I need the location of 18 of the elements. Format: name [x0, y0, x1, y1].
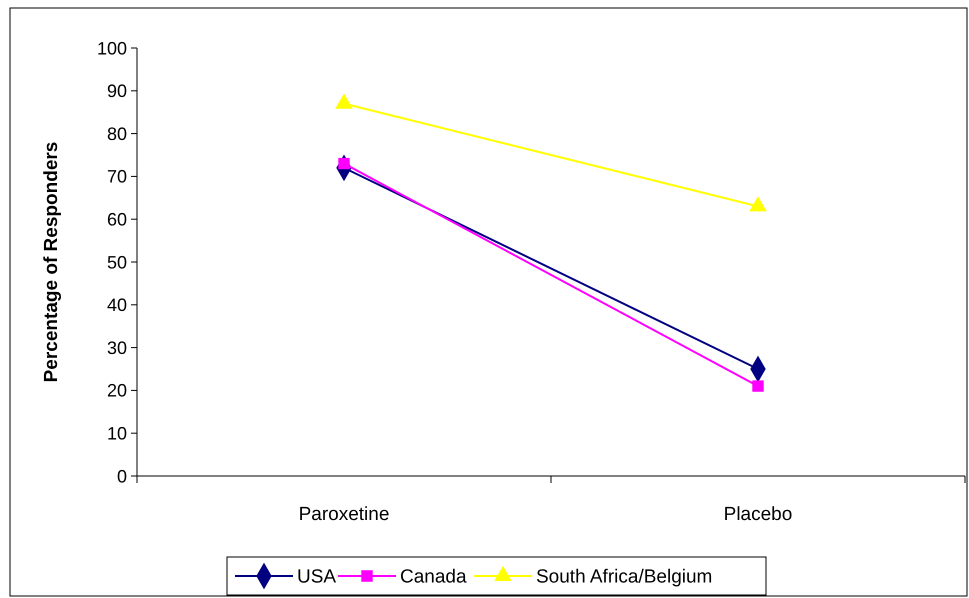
y-axis-title: Percentage of Responders — [41, 142, 62, 382]
y-tick-label: 100 — [96, 38, 127, 58]
legend-label: Canada — [400, 566, 467, 588]
y-tick-label: 60 — [106, 210, 127, 230]
legend-label: South Africa/Belgium — [536, 566, 712, 588]
x-tick-label: Placebo — [724, 504, 792, 525]
y-tick-label: 0 — [116, 466, 127, 486]
y-tick-label: 30 — [106, 338, 127, 358]
y-tick-label: 20 — [106, 380, 127, 401]
y-tick-label: 80 — [106, 124, 127, 144]
y-tick-label: 40 — [106, 295, 127, 316]
x-tick-label: Paroxetine — [298, 504, 390, 525]
y-tick-label: 10 — [106, 424, 127, 444]
point — [752, 380, 764, 392]
legend-label: USA — [297, 566, 336, 588]
y-tick-label: 70 — [106, 166, 127, 187]
y-tick-label: 50 — [106, 252, 127, 272]
y-tick-label: 90 — [106, 81, 127, 102]
